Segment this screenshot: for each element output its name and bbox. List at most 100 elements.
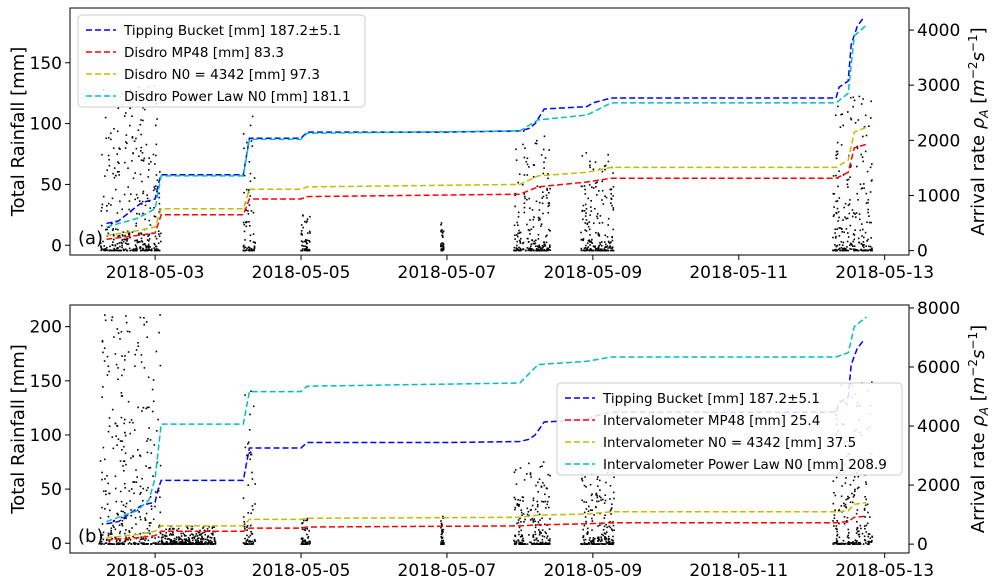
arrival-point [251, 540, 253, 543]
legend-entry-2: Disdro N0 = 4342 [mm] 97.3 [124, 67, 320, 83]
arrival-point [246, 538, 249, 541]
arrival-point [854, 488, 856, 491]
arrival-point [528, 462, 530, 465]
arrival-point [301, 244, 303, 247]
arrival-point [862, 160, 864, 163]
arrival-point [134, 365, 136, 367]
arrival-point [101, 153, 103, 156]
arrival-point [125, 134, 128, 136]
arrival-point [212, 543, 215, 545]
arrival-point [836, 150, 839, 153]
arrival-point [601, 539, 603, 542]
arrival-point [307, 249, 309, 252]
arrival-point [849, 501, 852, 503]
arrival-point [248, 249, 250, 252]
arrival-point [540, 154, 543, 156]
arrival-point [833, 206, 835, 208]
arrival-point [250, 543, 253, 545]
arrival-point [146, 194, 148, 196]
arrival-point [848, 541, 850, 543]
arrival-point [178, 541, 181, 544]
arrival-point [124, 147, 127, 149]
arrival-point [598, 222, 601, 224]
arrival-point [252, 543, 254, 545]
arrival-point [167, 537, 170, 540]
arrival-point [134, 172, 136, 174]
arrival-point [514, 506, 517, 509]
y-right-tick-label: 6000 [917, 358, 960, 378]
arrival-point [587, 531, 589, 533]
arrival-point [184, 543, 187, 545]
arrival-point [306, 218, 309, 220]
arrival-point [111, 408, 114, 411]
arrival-point [526, 237, 529, 240]
arrival-point [603, 502, 606, 504]
arrival-point [529, 541, 532, 544]
arrival-point [171, 540, 174, 543]
arrival-point [537, 238, 540, 240]
arrival-point [518, 530, 520, 533]
arrival-point [858, 241, 861, 244]
arrival-point [856, 530, 859, 533]
arrival-point [121, 208, 123, 211]
arrival-point [847, 537, 850, 539]
arrival-point [121, 543, 124, 545]
arrival-point [155, 124, 157, 127]
arrival-point [121, 374, 123, 377]
arrival-point [547, 173, 549, 175]
arrival-point [844, 482, 847, 484]
arrival-point [161, 540, 163, 543]
arrival-point [206, 538, 208, 541]
arrival-point [123, 543, 125, 545]
arrival-point [191, 537, 193, 539]
arrival-point [304, 248, 306, 250]
arrival-point [152, 189, 155, 192]
arrival-point [611, 247, 613, 250]
arrival-point [248, 452, 251, 454]
arrival-point [537, 521, 540, 523]
y-axis-label: Total Rainfall [mm] [8, 47, 29, 218]
arrival-point [549, 187, 551, 190]
arrival-point [248, 204, 251, 206]
arrival-point [176, 543, 179, 545]
arrival-point [836, 533, 839, 536]
arrival-point [867, 535, 869, 538]
arrival-point [155, 174, 158, 176]
arrival-point [211, 541, 214, 543]
arrival-point [612, 186, 615, 188]
arrival-point [865, 481, 867, 483]
arrival-point [580, 231, 582, 234]
x-tick-label: 2018-05-05 [252, 263, 351, 283]
arrival-point [540, 249, 542, 252]
arrival-point [149, 466, 152, 469]
arrival-point [513, 543, 516, 545]
arrival-point [834, 494, 837, 497]
arrival-point [868, 221, 871, 224]
arrival-point [517, 232, 519, 235]
arrival-point [598, 495, 601, 498]
arrival-point [152, 475, 154, 477]
arrival-point [865, 498, 867, 501]
arrival-point [863, 249, 866, 252]
arrival-point [194, 535, 197, 537]
arrival-point [165, 528, 167, 531]
arrival-point [100, 536, 103, 539]
arrival-point [866, 249, 868, 252]
arrival-point [203, 543, 205, 545]
arrival-point [598, 543, 601, 545]
y-right-label-part: A [977, 407, 991, 416]
arrival-point [111, 316, 114, 318]
arrival-point [843, 505, 846, 507]
arrival-point [305, 240, 307, 242]
arrival-point [155, 542, 157, 544]
arrival-point [135, 147, 138, 150]
arrival-point [202, 527, 204, 529]
arrival-point [523, 195, 526, 198]
arrival-point [541, 543, 544, 545]
arrival-point [123, 470, 125, 472]
arrival-point [515, 148, 517, 151]
arrival-point [870, 541, 873, 543]
arrival-point [584, 516, 587, 518]
arrival-point [591, 517, 593, 520]
